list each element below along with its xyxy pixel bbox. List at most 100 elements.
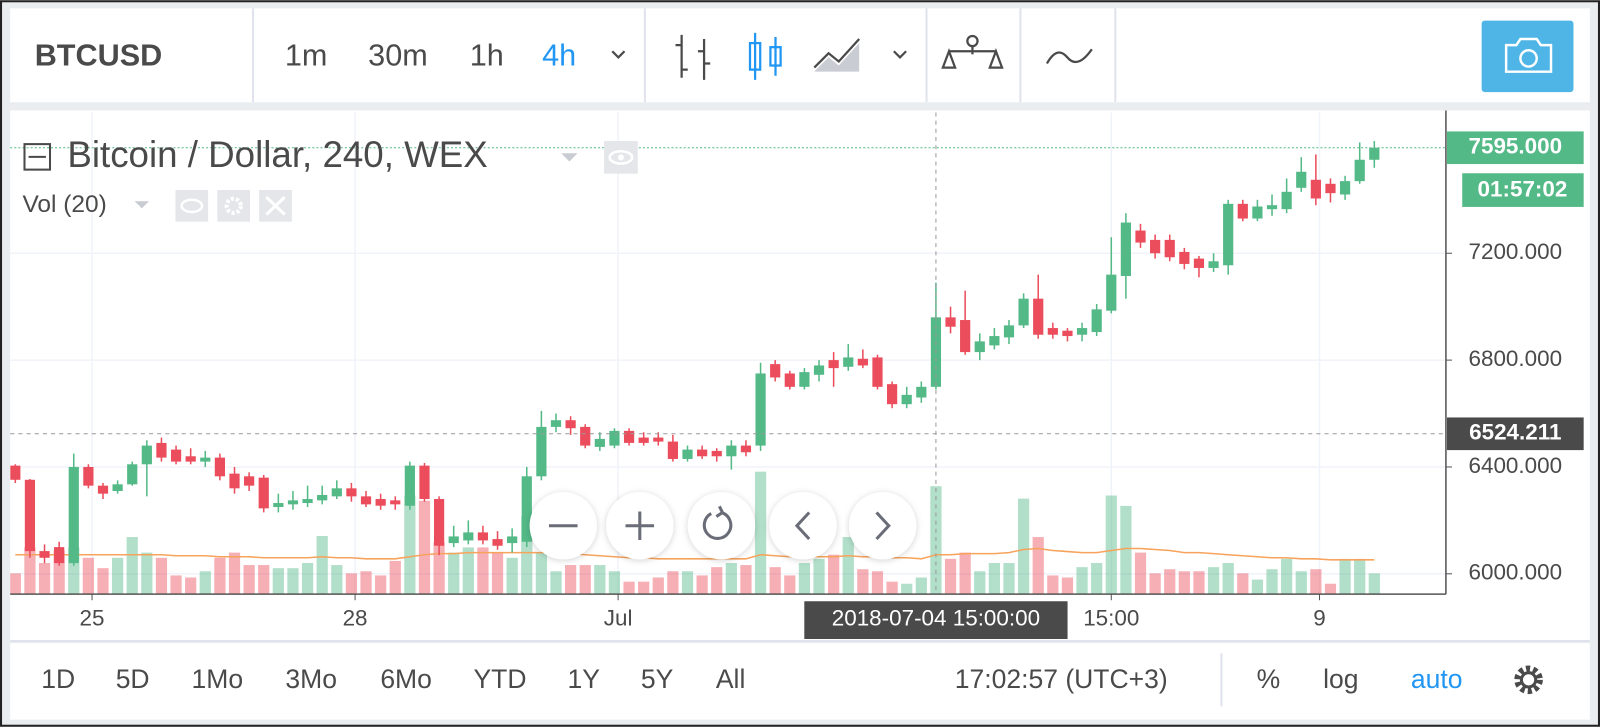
candle-body: [1237, 203, 1248, 219]
volume-bar: [725, 562, 737, 595]
last-price-box: [1446, 131, 1584, 165]
symbol[interactable]: BTCUSD: [35, 38, 163, 72]
volume-bar: [1295, 571, 1307, 595]
area-style[interactable]: [813, 38, 861, 72]
candle-body: [317, 495, 328, 501]
range-button[interactable]: 1Y: [567, 664, 600, 694]
range-button[interactable]: All: [716, 664, 745, 694]
settings[interactable]: [1514, 665, 1543, 695]
volume-bar: [170, 575, 182, 595]
scroll-left[interactable]: [769, 492, 837, 560]
candle-body: [331, 488, 342, 497]
candle-body: [1076, 328, 1088, 335]
candle-body: [83, 466, 94, 486]
indicators[interactable]: [1045, 48, 1093, 65]
volume-bar: [1061, 577, 1074, 595]
volume-bar: [1017, 498, 1030, 595]
volume-bar: [1266, 569, 1278, 595]
volume-bar: [754, 471, 767, 595]
percent-toggle[interactable]: %: [1257, 664, 1281, 694]
volume-bar: [185, 577, 197, 595]
volume-bar: [24, 547, 36, 595]
y-tick-label: 6800.000: [1469, 346, 1563, 371]
volume-bar: [623, 581, 635, 595]
volume-bar: [813, 558, 825, 595]
candle-body: [244, 476, 255, 486]
crosshair-price-label: 6524.211: [1469, 420, 1561, 445]
range-button[interactable]: 5D: [116, 664, 150, 694]
countdown-box: [1462, 173, 1584, 207]
volume-bar: [389, 560, 401, 595]
volume-bar: [38, 562, 51, 595]
candle-body: [843, 357, 854, 367]
compare[interactable]: [941, 34, 1004, 69]
log-toggle[interactable]: log: [1323, 664, 1358, 694]
range-button[interactable]: 1Mo: [192, 664, 244, 694]
volume-bar: [360, 571, 372, 595]
candle-body: [39, 551, 50, 558]
volume-bar: [345, 573, 358, 595]
volume-bar: [506, 557, 518, 595]
volume-bar: [959, 552, 971, 595]
volume-bar: [1310, 569, 1322, 595]
candle-body: [1354, 159, 1365, 182]
range-button[interactable]: 6Mo: [380, 664, 432, 694]
candle-body: [960, 320, 971, 353]
volume-bar: [97, 568, 109, 595]
legend-toggle[interactable]: [23, 143, 52, 171]
volume-menu[interactable]: [134, 201, 149, 209]
candle-body: [521, 476, 532, 542]
volume-bar: [477, 547, 489, 595]
candle-body: [302, 499, 313, 504]
candle-body: [623, 430, 635, 443]
volume-bar: [1354, 558, 1366, 595]
candle-body: [1179, 251, 1190, 264]
candle-body: [609, 430, 620, 446]
candle-body: [1018, 298, 1029, 326]
volume-bar: [564, 565, 577, 595]
volume-settings[interactable]: [217, 190, 250, 222]
volume-bar: [871, 571, 884, 595]
reset[interactable]: [687, 492, 756, 560]
volume-bar: [491, 552, 504, 595]
series-eye[interactable]: [604, 141, 638, 174]
candle-body: [711, 450, 722, 457]
x-tick-label: 9: [1313, 606, 1325, 631]
bars-style[interactable]: [675, 34, 711, 80]
candle-body: [229, 473, 240, 489]
candle-body: [463, 532, 474, 541]
candle-body: [770, 364, 781, 378]
volume-bar: [1178, 571, 1190, 595]
volume-bar: [1091, 562, 1103, 595]
x-tick-label: 28: [343, 606, 368, 631]
auto-toggle[interactable]: auto: [1411, 664, 1463, 694]
volume-bar: [974, 571, 986, 595]
candle-body: [1208, 261, 1219, 268]
candle-body: [682, 449, 693, 459]
range-button[interactable]: 5Y: [641, 664, 674, 694]
candle-body: [1120, 222, 1131, 276]
volume-bar: [988, 562, 1000, 595]
candle-body: [828, 360, 839, 369]
interval-button[interactable]: 1m: [285, 38, 328, 72]
series-menu[interactable]: [561, 153, 578, 162]
interval-button[interactable]: 4h: [542, 38, 576, 72]
candle-body: [1135, 230, 1146, 243]
y-tick-label: 6400.000: [1469, 453, 1563, 478]
interval-button[interactable]: 1h: [470, 38, 504, 72]
range-button[interactable]: YTD: [473, 664, 526, 694]
range-button[interactable]: 3Mo: [285, 664, 337, 694]
candles-style[interactable]: [748, 32, 782, 80]
scroll-right[interactable]: [848, 492, 917, 560]
snapshot[interactable]: [1481, 20, 1574, 93]
volume-eye[interactable]: [175, 190, 209, 222]
candle-body: [287, 500, 299, 505]
volume-remove[interactable]: [259, 190, 292, 222]
volume-bar: [1281, 558, 1293, 595]
style-menu[interactable]: [893, 50, 907, 59]
range-button[interactable]: 1D: [41, 664, 75, 694]
candle-body: [375, 499, 386, 506]
interval-menu[interactable]: [611, 50, 626, 59]
interval-button[interactable]: 30m: [368, 38, 428, 72]
